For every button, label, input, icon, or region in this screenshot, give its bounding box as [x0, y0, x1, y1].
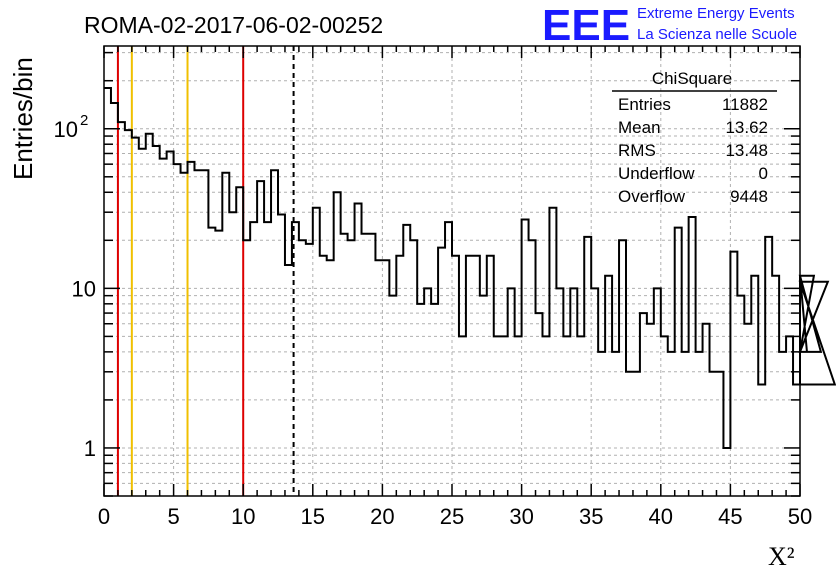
logo-line-1: Extreme Energy Events [637, 5, 795, 22]
logo-line-2: La Scienza nelle Scuole [637, 26, 797, 43]
y-tick-label-exponent: 2 [80, 112, 88, 129]
x-tick-label: 40 [649, 504, 673, 529]
stats-value: 13.48 [725, 141, 768, 160]
x-tick-label: 35 [579, 504, 603, 529]
reference-lines [116, 46, 295, 496]
y-tick-label: 10 [72, 276, 96, 301]
stats-label: Underflow [618, 164, 695, 183]
stats-label: Entries [618, 95, 671, 114]
y-axis-label: Entries/bin [8, 57, 38, 180]
x-axis-label: X² [768, 542, 795, 571]
stats-value: 13.62 [725, 118, 768, 137]
stats-value: 0 [759, 164, 768, 183]
y-tick-label: 1 [84, 436, 96, 461]
stats-label: RMS [618, 141, 656, 160]
x-tick-label: 5 [167, 504, 179, 529]
eee-logo: EEE Extreme Energy Events La Scienza nel… [542, 1, 797, 50]
axis-ticks [103, 46, 801, 497]
logo-mark: EEE [542, 1, 630, 50]
x-tick-label: 15 [301, 504, 325, 529]
stats-box: ChiSquare Entries 11882 Mean 13.62 RMS 1… [612, 69, 777, 206]
y-tick-label: 10 [54, 117, 78, 142]
grid [104, 46, 800, 497]
x-tick-label: 25 [440, 504, 464, 529]
page-title: ROMA-02-2017-06-02-00252 [84, 12, 383, 38]
histogram-line [104, 87, 836, 449]
x-tick-label: 30 [509, 504, 533, 529]
x-tick-label: 50 [788, 504, 812, 529]
stats-name: ChiSquare [652, 69, 732, 88]
stats-value: 11882 [722, 95, 768, 114]
stats-label: Mean [618, 118, 661, 137]
stats-label: Overflow [618, 187, 686, 206]
x-tick-label: 10 [231, 504, 255, 529]
x-tick-label: 20 [370, 504, 394, 529]
stats-value: 9448 [730, 187, 768, 206]
x-tick-label: 0 [98, 504, 110, 529]
x-tick-labels: 0 5 10 15 20 25 30 35 40 45 50 [98, 504, 812, 529]
x-tick-label: 45 [718, 504, 742, 529]
